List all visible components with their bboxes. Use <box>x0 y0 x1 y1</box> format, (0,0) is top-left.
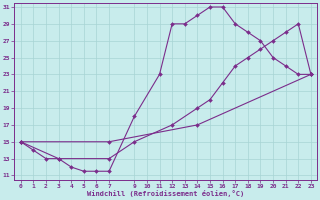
X-axis label: Windchill (Refroidissement éolien,°C): Windchill (Refroidissement éolien,°C) <box>87 190 244 197</box>
